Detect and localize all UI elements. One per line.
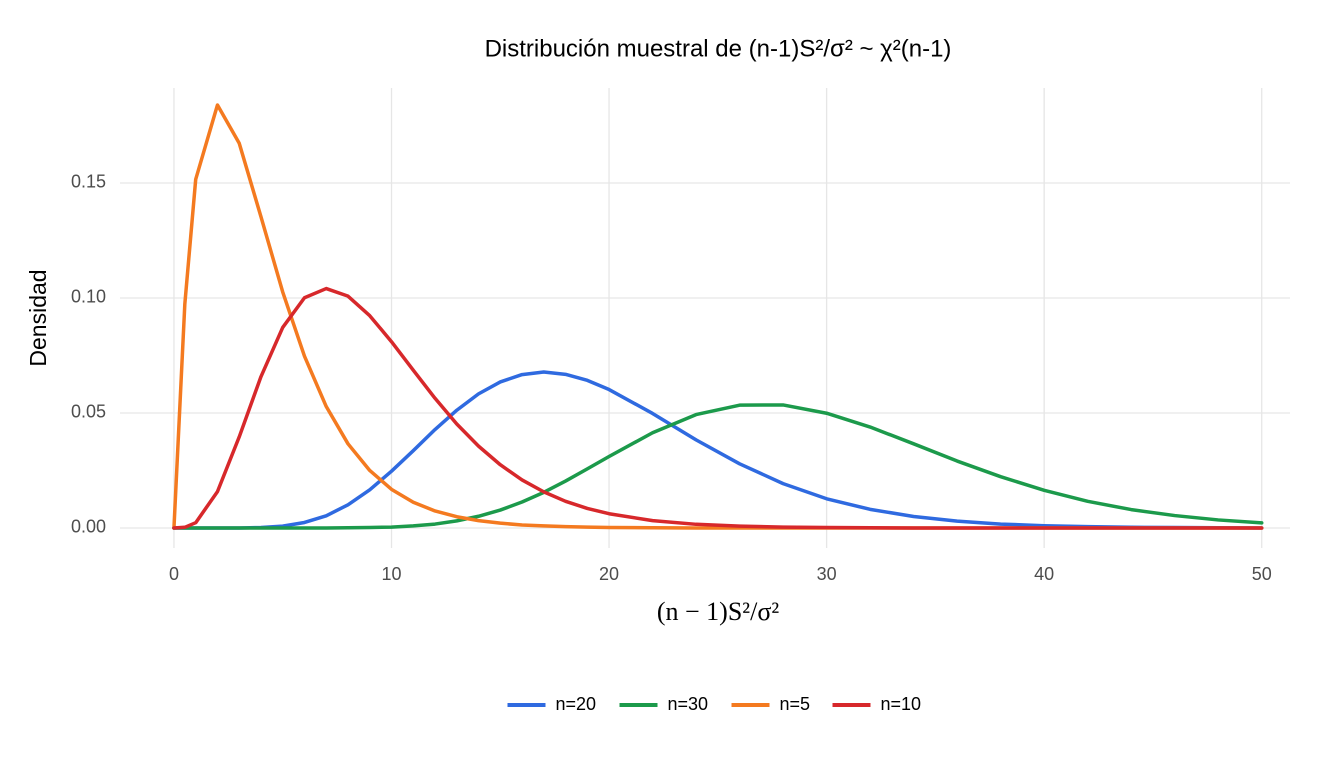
y-tick-label: 0.00 <box>71 517 106 537</box>
x-tick-label: 30 <box>817 564 837 584</box>
legend-label: n=20 <box>556 694 597 714</box>
y-tick-label: 0.05 <box>71 402 106 422</box>
y-tick-label: 0.15 <box>71 172 106 192</box>
legend-label: n=30 <box>668 694 709 714</box>
x-tick-label: 50 <box>1252 564 1272 584</box>
series-line <box>172 370 1264 530</box>
x-axis-label: (n − 1)S²/σ² <box>657 597 779 626</box>
series-line <box>172 103 1264 530</box>
legend: n=20 n=30 n=5 n=10 <box>507 694 922 714</box>
chart-title: Distribución muestral de (n-1)S²/σ² ~ χ²… <box>485 35 952 62</box>
series-line <box>172 286 1264 530</box>
x-tick-label: 20 <box>599 564 619 584</box>
legend-label: n=10 <box>881 694 922 714</box>
y-tick-label: 0.10 <box>71 287 106 307</box>
x-tick-label: 0 <box>169 564 179 584</box>
x-tick-label: 10 <box>381 564 401 584</box>
x-tick-label: 40 <box>1034 564 1054 584</box>
legend-label: n=5 <box>780 694 811 714</box>
grid <box>120 88 1290 548</box>
y-axis-label: Densidad <box>25 269 51 366</box>
